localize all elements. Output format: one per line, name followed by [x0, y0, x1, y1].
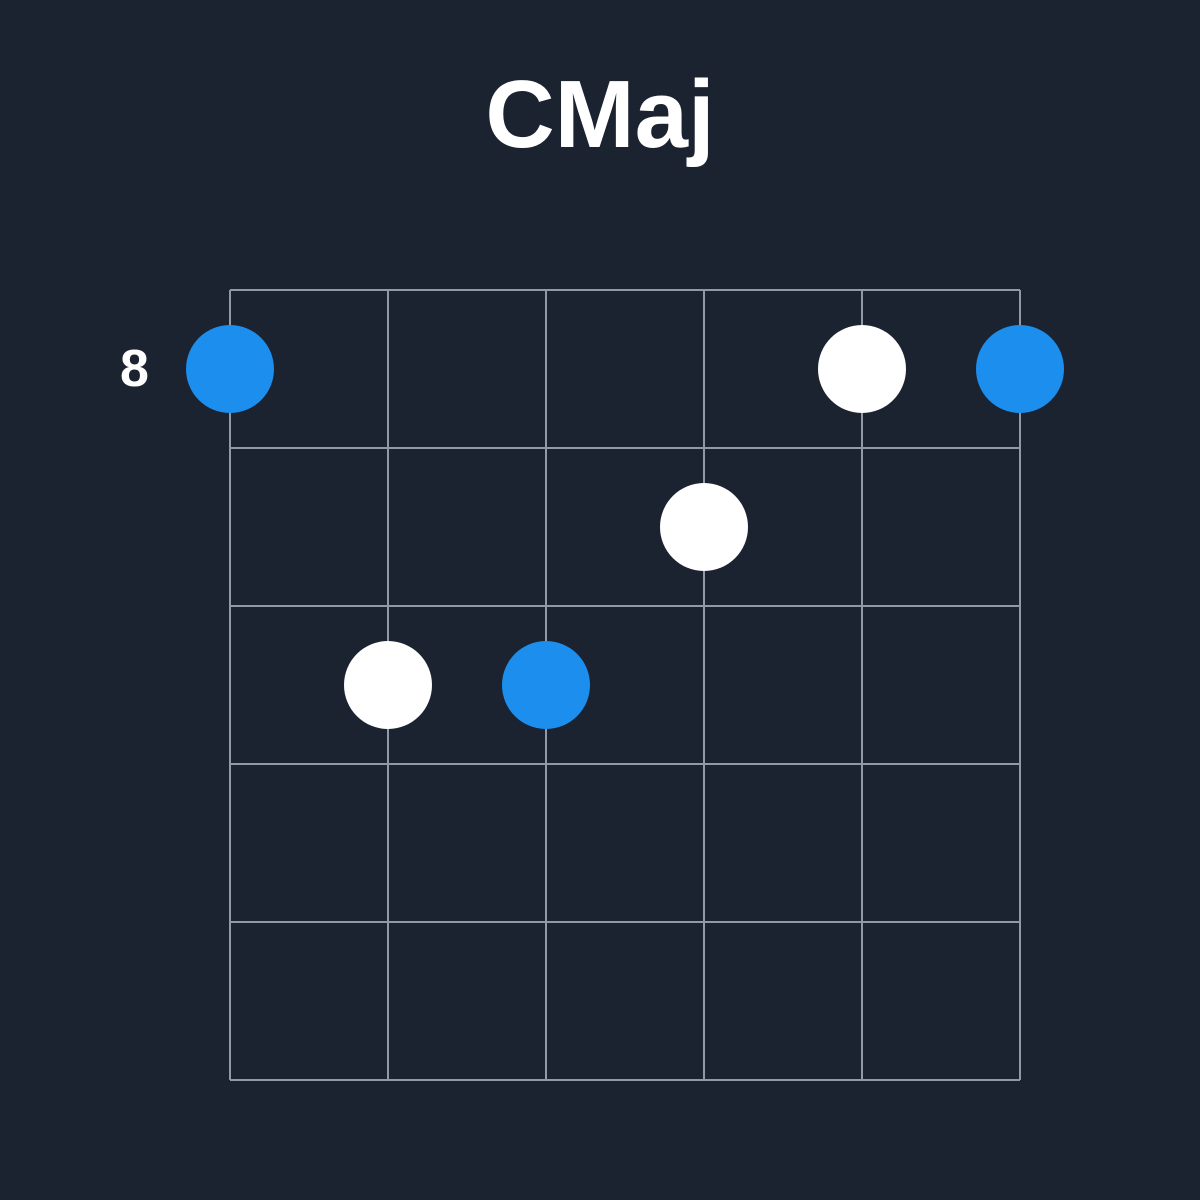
finger-dot-note	[660, 483, 748, 571]
chord-diagram-container: CMaj 8	[0, 0, 1200, 1200]
fretboard-grid	[0, 0, 1200, 1200]
finger-dot-root	[502, 641, 590, 729]
finger-dot-note	[818, 325, 906, 413]
finger-dot-note	[344, 641, 432, 729]
finger-dot-root	[186, 325, 274, 413]
finger-dot-root	[976, 325, 1064, 413]
